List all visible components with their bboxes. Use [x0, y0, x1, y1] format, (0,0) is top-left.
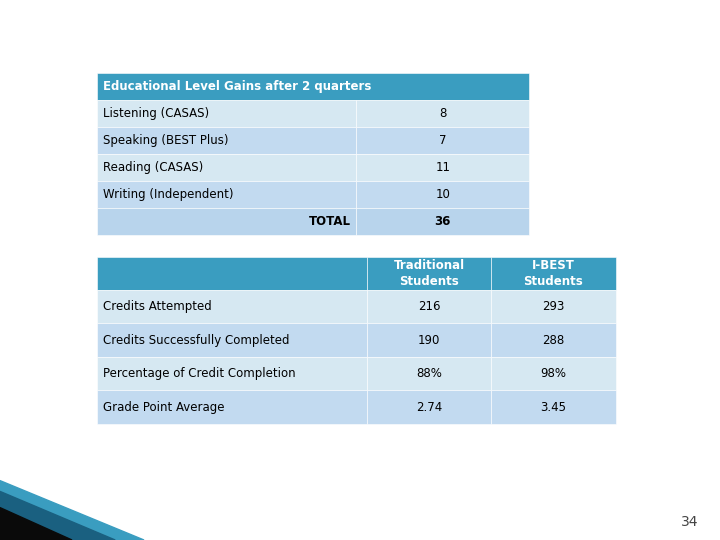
Text: 10: 10 [436, 188, 450, 201]
Text: 190: 190 [418, 334, 440, 347]
Text: 11: 11 [436, 161, 450, 174]
Text: Writing (Independent): Writing (Independent) [103, 188, 233, 201]
Text: 34: 34 [681, 515, 698, 529]
Text: Grade Point Average: Grade Point Average [103, 401, 225, 414]
Text: 293: 293 [542, 300, 564, 313]
Text: 98%: 98% [541, 367, 567, 380]
Text: 2.74: 2.74 [416, 401, 442, 414]
Text: Educational Level Gains after 2 quarters: Educational Level Gains after 2 quarters [103, 80, 372, 93]
Text: 36: 36 [435, 215, 451, 228]
Text: Percentage of Credit Completion: Percentage of Credit Completion [103, 367, 296, 380]
Text: Traditional
Students: Traditional Students [393, 259, 464, 288]
Text: Speaking (BEST Plus): Speaking (BEST Plus) [103, 134, 228, 147]
Text: 3.45: 3.45 [541, 401, 567, 414]
Text: I-BEST
Students: I-BEST Students [523, 259, 583, 288]
Text: Credits Successfully Completed: Credits Successfully Completed [103, 334, 289, 347]
Text: Reading (CASAS): Reading (CASAS) [103, 161, 203, 174]
Text: Credits Attempted: Credits Attempted [103, 300, 212, 313]
Text: 216: 216 [418, 300, 440, 313]
Text: 8: 8 [439, 107, 446, 120]
Text: 288: 288 [542, 334, 564, 347]
Text: Listening (CASAS): Listening (CASAS) [103, 107, 209, 120]
Text: 7: 7 [439, 134, 446, 147]
Text: TOTAL: TOTAL [309, 215, 351, 228]
Text: 88%: 88% [416, 367, 442, 380]
